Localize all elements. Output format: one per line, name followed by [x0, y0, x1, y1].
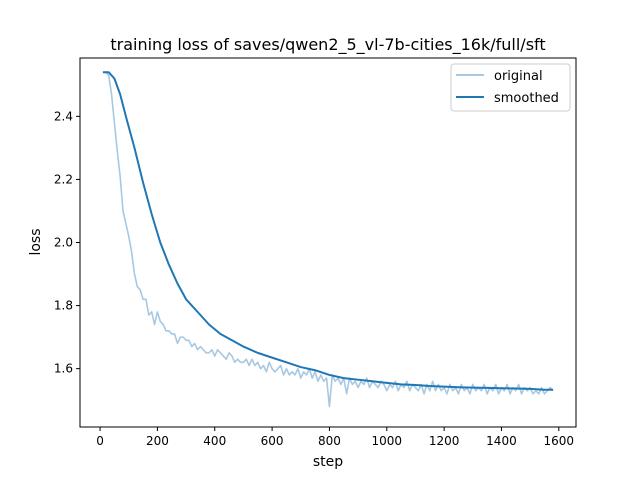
- legend-label-smoothed: smoothed: [494, 91, 559, 106]
- x-axis-ticks: 0 200 400 600 800 1000 1200 1400 1600: [96, 427, 574, 448]
- chart-title: training loss of saves/qwen2_5_vl-7b-cit…: [110, 35, 545, 55]
- y-tick-label: 2.0: [54, 236, 73, 250]
- plot-frame: [79, 57, 577, 428]
- x-tick-label: 1200: [429, 434, 460, 448]
- y-axis-ticks: 1.6 1.8 2.0 2.2 2.4: [54, 109, 80, 376]
- x-tick-label: 1000: [372, 434, 403, 448]
- plot-area: [80, 58, 576, 427]
- x-tick-label: 200: [146, 434, 169, 448]
- y-tick-label: 2.4: [54, 109, 73, 123]
- x-axis-label: step: [313, 454, 343, 470]
- y-tick-label: 1.8: [54, 299, 73, 313]
- x-tick-label: 600: [261, 434, 284, 448]
- x-tick-label: 800: [318, 434, 341, 448]
- x-tick-label: 1400: [486, 434, 517, 448]
- x-tick-label: 400: [203, 434, 226, 448]
- series-line-smoothed: [102, 71, 554, 391]
- y-tick-label: 1.6: [54, 362, 73, 376]
- y-axis-label: loss: [28, 228, 44, 255]
- x-tick-label: 0: [96, 434, 104, 448]
- legend: original smoothed: [450, 63, 571, 112]
- legend-label-original: original: [494, 69, 543, 84]
- x-tick-label: 1600: [544, 434, 575, 448]
- y-tick-label: 2.2: [54, 172, 73, 186]
- series-layer: [102, 71, 554, 408]
